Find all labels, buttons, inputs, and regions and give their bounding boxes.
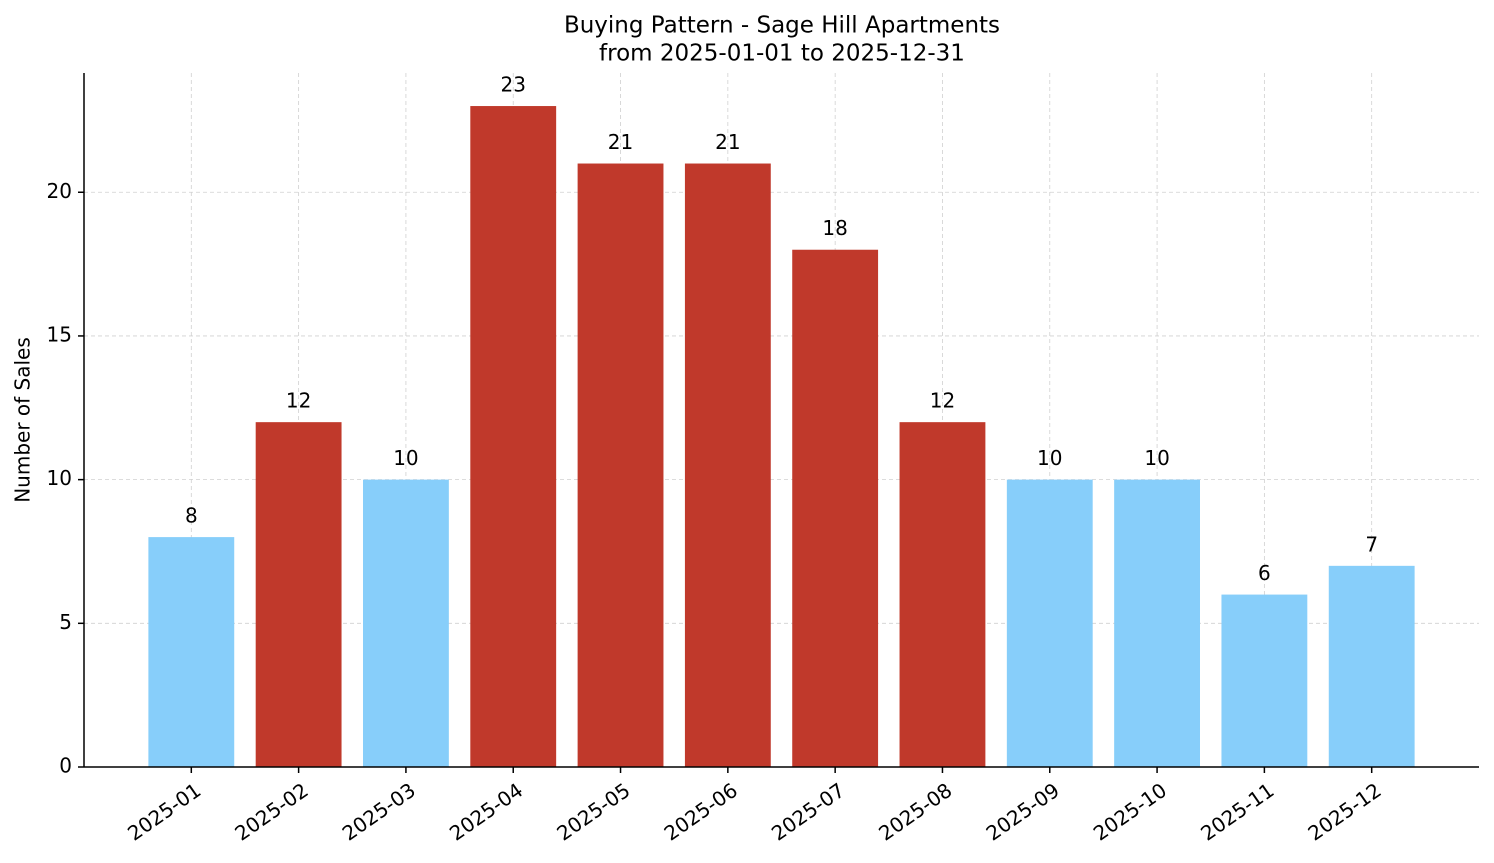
value-label: 21 [608,130,633,154]
bar [255,422,342,767]
y-axis-label: Number of Sales [11,337,35,503]
bar [899,422,986,767]
x-tick-label: 2025-11 [1196,778,1278,846]
value-label: 12 [286,389,311,413]
value-label: 10 [1037,446,1062,470]
x-tick-label: 2025-06 [660,778,742,846]
y-tick-label: 20 [47,179,72,203]
y-tick-label: 10 [47,466,72,490]
chart-title: Buying Pattern - Sage Hill Apartments [564,13,1000,39]
y-tick-label: 0 [59,754,72,778]
bar [684,163,771,768]
x-tick-label: 2025-01 [123,778,205,846]
bar [1328,565,1415,767]
bar [792,249,879,768]
value-label: 7 [1365,532,1378,556]
x-tick-label: 2025-02 [230,778,312,846]
bar [470,106,557,768]
y-tick-label: 15 [47,322,72,346]
x-tick-label: 2025-07 [767,778,849,846]
x-tick-label: 2025-04 [445,778,527,846]
bar [577,163,664,768]
value-label: 8 [185,504,198,528]
value-label: 6 [1258,561,1271,585]
value-label: 18 [822,216,847,240]
x-tick-label: 2025-08 [874,778,956,846]
y-tick-label: 5 [59,610,72,634]
value-label: 21 [715,130,740,154]
x-tick-label: 2025-12 [1303,778,1385,846]
chart-subtitle: from 2025-01-01 to 2025-12-31 [599,41,965,67]
x-tick-label: 2025-09 [982,778,1064,846]
value-label: 10 [1144,446,1169,470]
bar [1114,479,1200,767]
x-tick-label: 2025-05 [552,778,634,846]
bar [363,479,449,767]
bar [148,537,235,767]
x-tick-label: 2025-10 [1089,778,1171,846]
value-label: 12 [930,389,955,413]
value-label: 10 [393,446,418,470]
bar [1006,479,1093,767]
x-tick-label: 2025-03 [338,778,420,846]
bar [1221,594,1308,767]
value-label: 23 [501,73,526,97]
